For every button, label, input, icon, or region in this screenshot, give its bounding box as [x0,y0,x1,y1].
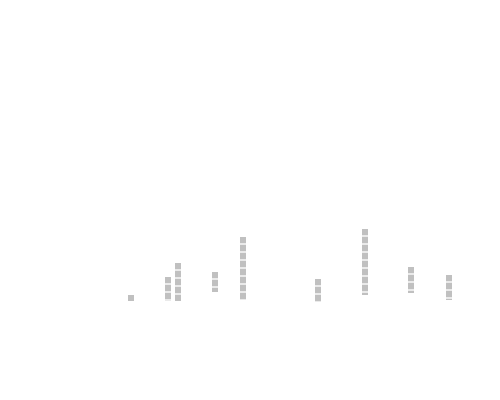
vertical-mark-8 [408,267,414,293]
vertical-mark-5 [240,237,246,300]
vertical-mark-9 [446,275,452,300]
vertical-mark-1 [128,295,134,301]
vertical-mark-2 [165,277,171,301]
vertical-mark-6 [315,279,321,302]
vertical-mark-4 [212,272,218,292]
vertical-mark-3 [175,263,181,301]
vertical-mark-7 [362,229,368,295]
